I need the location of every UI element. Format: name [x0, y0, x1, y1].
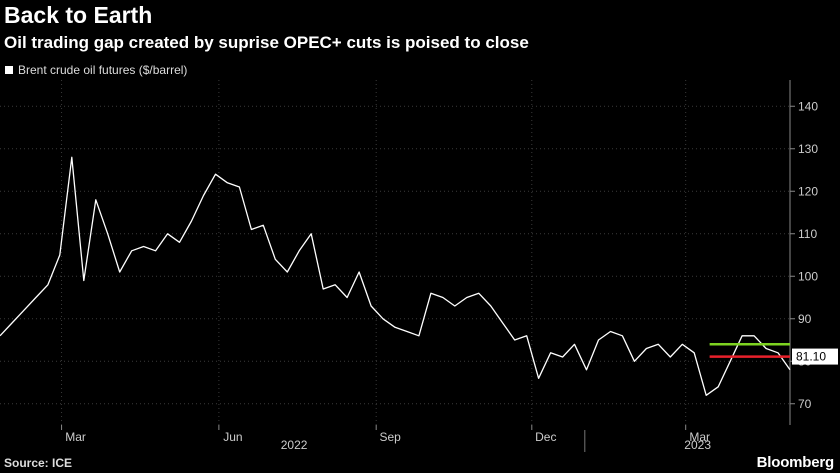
chart-subtitle: Oil trading gap created by suprise OPEC+…	[4, 33, 529, 52]
x-tick-label: Dec	[535, 430, 556, 444]
chart-title: Back to Earth	[4, 2, 153, 28]
legend-swatch	[5, 66, 13, 74]
y-tick-label: 120	[798, 184, 818, 198]
legend: Brent crude oil futures ($/barrel)	[5, 63, 187, 77]
series-line	[0, 156, 791, 396]
y-tick-label: 110	[798, 227, 817, 241]
last-value-box	[792, 348, 838, 365]
x-tick-label: Mar	[689, 430, 710, 444]
x-tick-label: Jun	[223, 430, 242, 444]
x-tick-label: Sep	[380, 430, 402, 444]
y-tick-label: 130	[798, 142, 818, 156]
bloomberg-logo: Bloomberg	[756, 454, 835, 471]
source-note: Source: ICE	[4, 456, 73, 470]
year-label: 2023	[684, 438, 711, 452]
last-value-label: 81.10	[796, 350, 826, 364]
y-tick-label: 90	[798, 312, 812, 326]
y-tick-label: 70	[798, 397, 812, 411]
year-label: 2022	[281, 438, 308, 452]
legend-label: Brent crude oil futures ($/barrel)	[18, 63, 188, 77]
x-tick-label: Mar	[65, 430, 86, 444]
y-tick-label: 100	[798, 269, 818, 283]
y-tick-label: 140	[798, 99, 818, 113]
